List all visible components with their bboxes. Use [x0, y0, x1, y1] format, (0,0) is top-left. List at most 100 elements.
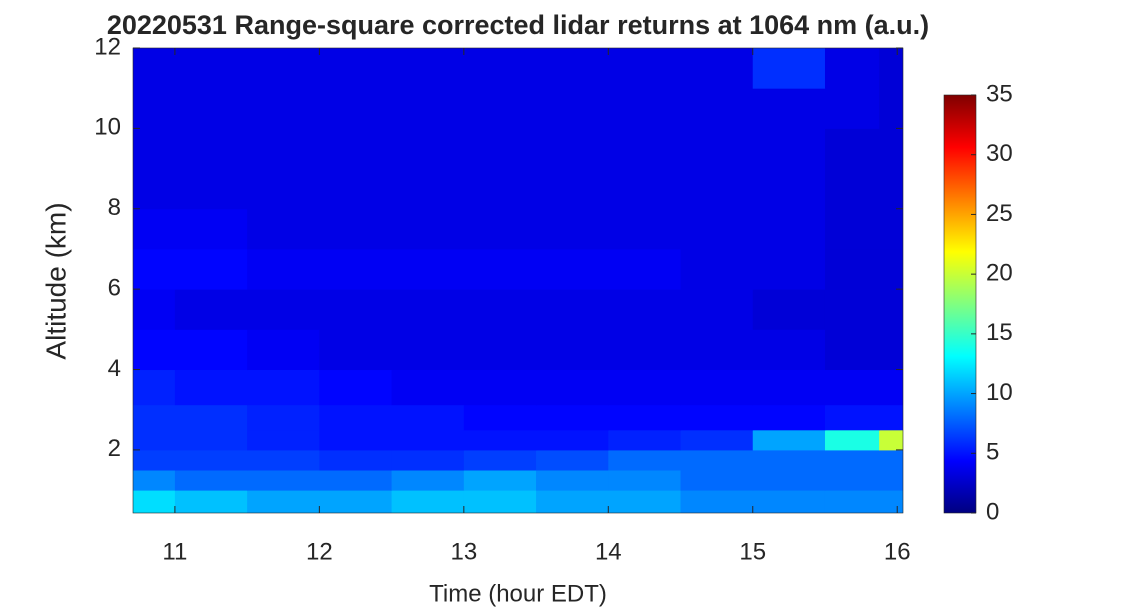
- heatmap-cell: [680, 289, 754, 330]
- heatmap-cell: [319, 248, 393, 290]
- heatmap-cell: [133, 490, 176, 513]
- heatmap-cell: [824, 449, 880, 471]
- heatmap-cell: [463, 48, 537, 89]
- heatmap-cell: [391, 289, 465, 330]
- heatmap-cell: [463, 168, 537, 210]
- y-tick-label: 12: [94, 33, 121, 60]
- chart-title: 20220531 Range-square corrected lidar re…: [107, 10, 929, 40]
- heatmap-cell: [608, 168, 682, 210]
- heatmap-cell: [824, 429, 880, 451]
- heatmap-cell: [463, 490, 537, 513]
- colorbar-tick-label: 30: [986, 140, 1013, 167]
- heatmap-cell: [752, 490, 826, 513]
- colorbar-tick-label: 5: [986, 439, 999, 466]
- heatmap-cell: [536, 404, 609, 431]
- heatmap-cell: [247, 369, 320, 406]
- heatmap-cell: [174, 128, 248, 170]
- heatmap-cell: [824, 48, 880, 89]
- heatmap-cell: [680, 128, 754, 170]
- heatmap-cell: [608, 429, 682, 451]
- y-tick-label: 6: [108, 274, 121, 301]
- heatmap-cell: [536, 429, 609, 451]
- heatmap-cell: [319, 404, 393, 431]
- heatmap-cell: [608, 404, 682, 431]
- heatmap-cell: [824, 469, 880, 491]
- heatmap-cell: [174, 404, 248, 431]
- heatmap-cell: [247, 429, 320, 451]
- heatmap-cell: [319, 289, 393, 330]
- x-axis-label: Time (hour EDT): [429, 580, 607, 607]
- heatmap-cell: [133, 128, 176, 170]
- heatmap-cell: [752, 128, 826, 170]
- heatmap-cell: [879, 48, 903, 89]
- colorbar-tick-label: 25: [986, 200, 1013, 227]
- heatmap-cell: [391, 248, 465, 290]
- heatmap-cell: [174, 490, 248, 513]
- heatmap-cell: [536, 168, 609, 210]
- x-tick-label: 11: [162, 538, 187, 565]
- heatmap-cell: [174, 88, 248, 129]
- heatmap-cell: [680, 429, 754, 451]
- heatmap-cell: [391, 48, 465, 89]
- heatmap-cell: [608, 449, 682, 471]
- colorbar-tick-label: 0: [986, 498, 999, 525]
- x-tick-label: 12: [306, 538, 333, 565]
- heatmap-cell: [463, 128, 537, 170]
- heatmap-cell: [174, 248, 248, 290]
- heatmap-cell: [680, 48, 754, 89]
- heatmap-cell: [463, 208, 537, 250]
- heatmap-cell: [752, 88, 826, 129]
- heatmap-cell: [879, 404, 903, 431]
- heatmap-cell: [463, 469, 537, 491]
- heatmap-cell: [680, 168, 754, 210]
- heatmap-cell: [680, 88, 754, 129]
- y-axis-label: Altitude (km): [40, 202, 71, 359]
- heatmap-cell: [879, 128, 903, 170]
- heatmap-cell: [824, 404, 880, 431]
- heatmap-cell: [319, 88, 393, 129]
- heatmap-cell: [133, 329, 176, 371]
- heatmap-cell: [463, 329, 537, 371]
- x-tick-label: 16: [884, 538, 911, 565]
- heatmap-cell: [247, 329, 320, 371]
- heatmap-cell: [752, 404, 826, 431]
- heatmap-cell: [536, 128, 609, 170]
- heatmap-cell: [824, 248, 880, 290]
- heatmap: [133, 48, 903, 513]
- heatmap-cell: [133, 369, 176, 406]
- heatmap-cell: [133, 168, 176, 210]
- heatmap-cell: [247, 490, 320, 513]
- heatmap-cell: [879, 429, 903, 451]
- heatmap-cell: [752, 168, 826, 210]
- heatmap-cell: [536, 490, 609, 513]
- colorbar-tick-label: 35: [986, 80, 1013, 107]
- heatmap-cell: [536, 88, 609, 129]
- heatmap-cell: [752, 449, 826, 471]
- heatmap-cell: [608, 88, 682, 129]
- heatmap-cell: [319, 208, 393, 250]
- heatmap-cell: [608, 329, 682, 371]
- y-tick-label: 2: [108, 435, 121, 462]
- heatmap-cell: [463, 248, 537, 290]
- heatmap-cell: [391, 369, 465, 406]
- heatmap-cell: [133, 469, 176, 491]
- heatmap-cell: [133, 88, 176, 129]
- heatmap-cell: [879, 469, 903, 491]
- heatmap-cell: [879, 329, 903, 371]
- heatmap-cell: [133, 429, 176, 451]
- y-tick-label: 10: [94, 114, 121, 141]
- heatmap-cell: [174, 48, 248, 89]
- heatmap-cell: [879, 168, 903, 210]
- heatmap-cell: [174, 168, 248, 210]
- heatmap-cell: [608, 48, 682, 89]
- heatmap-cell: [608, 248, 682, 290]
- heatmap-cell: [247, 48, 320, 89]
- heatmap-cell: [824, 208, 880, 250]
- heatmap-cell: [824, 329, 880, 371]
- heatmap-cell: [319, 469, 393, 491]
- heatmap-cell: [824, 168, 880, 210]
- heatmap-cell: [133, 48, 176, 89]
- heatmap-cell: [247, 128, 320, 170]
- heatmap-cell: [752, 48, 826, 89]
